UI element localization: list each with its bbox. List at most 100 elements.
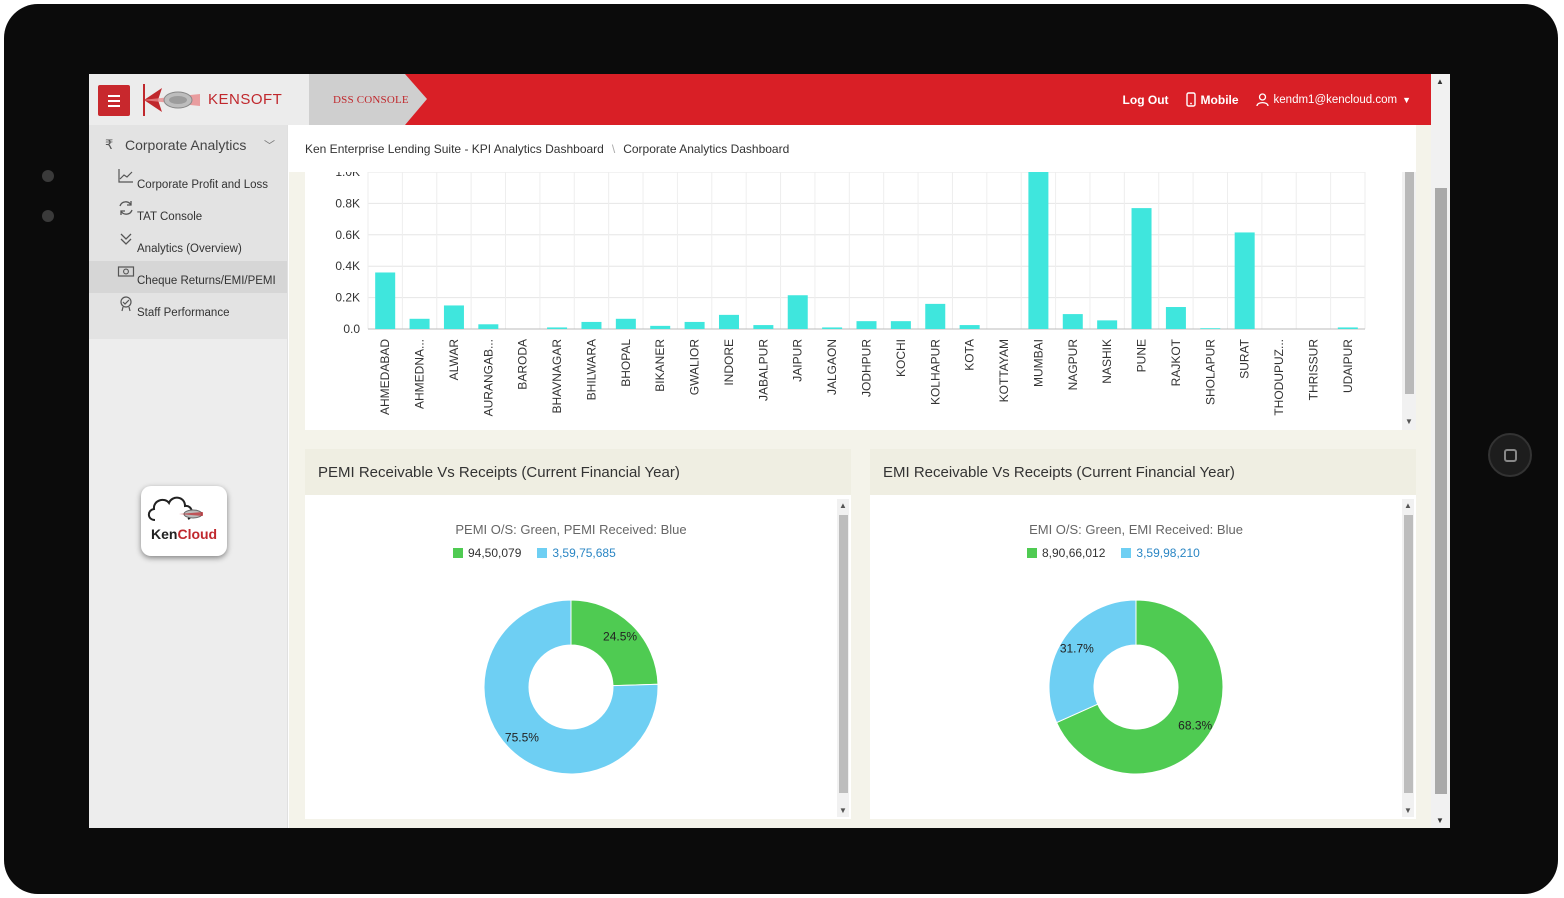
sidebar: ₹ Corporate Analytics ﹀ Corporate Profit… [89,125,288,828]
bar[interactable] [890,321,911,329]
bar[interactable] [1097,320,1118,329]
bar[interactable] [1165,307,1186,329]
emi-scrollbar[interactable]: ▲ ▼ [1402,499,1414,817]
sidebar-item-label: Corporate Profit and Loss [137,179,269,191]
scrollbar-thumb[interactable] [1435,188,1447,794]
pemi-scrollbar[interactable]: ▲ ▼ [837,499,849,817]
x-tick-label: BARODA [516,339,530,390]
console-label[interactable]: DSS CONSOLE [333,94,409,106]
scroll-up-arrow-icon[interactable]: ▲ [839,501,847,510]
scroll-down-arrow-icon[interactable]: ▼ [839,806,847,815]
bar[interactable] [684,321,705,329]
x-tick-label: UDAIPUR [1341,339,1355,393]
kensoft-logo [142,84,200,116]
user-email[interactable]: kendm1@kencloud.com [1273,93,1398,106]
chevron-down-icon: ﹀ [264,140,275,152]
bar[interactable] [409,318,430,329]
hamburger-menu-button[interactable] [98,85,130,116]
square-icon [1503,448,1517,462]
sidebar-item-label: TAT Console [137,211,203,223]
bar[interactable] [822,327,843,329]
x-tick-label: AURANGAB... [481,339,495,416]
sidebar-item-tat-console[interactable]: TAT Console [89,197,287,229]
bar[interactable] [547,327,568,329]
sidebar-item-cheque-returns[interactable]: Cheque Returns/EMI/PEMI [89,261,287,293]
bar[interactable] [478,324,499,329]
sidebar-item-staff-performance[interactable]: Staff Performance [89,293,287,325]
mobile-link[interactable]: Mobile [1185,92,1239,107]
x-tick-label: BHAVNAGAR [550,339,564,414]
sidebar-item-analytics-overview[interactable]: Analytics (Overview) [89,229,287,261]
bar[interactable] [753,325,774,329]
bar[interactable] [375,272,396,329]
legend-item[interactable]: 3,59,98,210 [1121,546,1200,560]
x-tick-label: PUNE [1135,339,1149,372]
app-screen: KENSOFT DSS CONSOLE Log Out Mobile kendm… [89,74,1450,828]
x-tick-label: KOLHAPUR [928,339,942,405]
page-scrollbar[interactable]: ▲ ▼ [1431,74,1450,828]
bar[interactable] [615,318,636,329]
bar[interactable] [925,303,946,329]
legend-item[interactable]: 3,59,75,685 [537,546,616,560]
branch-bar-chart: 0.00.2K0.4K0.6K0.8K1.0K1.2KAHMEDABADAHME… [335,172,1366,416]
home-button[interactable] [1488,433,1532,477]
mobile-label[interactable]: Mobile [1200,92,1239,107]
breadcrumb-root[interactable]: Ken Enterprise Lending Suite - KPI Analy… [305,141,604,156]
logout-label[interactable]: Log Out [1122,92,1169,107]
pemi-legend: 94,50,079 3,59,75,685 [453,546,616,560]
scroll-down-arrow-icon[interactable]: ▼ [1404,806,1412,815]
bar[interactable] [787,295,808,329]
chart-scrollbar[interactable]: ▼ [1402,172,1416,430]
sidebar-section-corporate-analytics[interactable]: ₹ Corporate Analytics ﹀ [89,125,287,165]
scrollbar-thumb[interactable] [1404,515,1413,793]
x-tick-label: KOCHI [894,339,908,377]
scroll-down-arrow-icon[interactable]: ▼ [1405,417,1413,426]
sidebar-item-label: Staff Performance [137,307,230,319]
line-chart-icon [118,169,133,183]
bar[interactable] [1131,208,1152,329]
scroll-up-arrow-icon[interactable]: ▲ [1404,501,1412,510]
main-content: Ken Enterprise Lending Suite - KPI Analy… [289,125,1431,828]
bar[interactable] [1234,232,1255,329]
bar[interactable] [1062,314,1083,329]
slice-label: 24.5% [603,629,637,643]
bar[interactable] [581,321,602,329]
bar[interactable] [650,325,671,329]
legend-os-value: 94,50,079 [468,546,522,560]
scrollbar-thumb[interactable] [1405,172,1414,394]
top-header: KENSOFT DSS CONSOLE Log Out Mobile kendm… [89,74,1431,125]
x-tick-label: THRISSUR [1306,339,1320,401]
legend-item[interactable]: 94,50,079 [453,546,521,560]
user-menu[interactable]: kendm1@kencloud.com ▼ [1255,92,1411,107]
sidebar-section-label: Corporate Analytics [125,137,247,153]
staff-icon [120,296,132,312]
bar[interactable] [959,325,980,329]
legend-item[interactable]: 8,90,66,012 [1027,546,1105,560]
donut-slice[interactable] [1048,599,1137,724]
emi-card: EMI Receivable Vs Receipts (Current Fina… [870,449,1416,819]
kencloud-text: KenCloud [151,526,218,542]
scrollbar-thumb[interactable] [839,515,848,793]
donut-slice[interactable] [483,599,659,775]
scroll-up-arrow-icon[interactable]: ▲ [1436,77,1444,86]
cloud-icon [147,496,203,521]
slice-label: 68.3% [1178,718,1212,732]
x-tick-label: JABALPUR [756,339,770,401]
bar[interactable] [1028,172,1049,329]
donut-slice[interactable] [1055,599,1224,775]
bar[interactable] [443,305,464,329]
bar[interactable] [856,321,877,329]
brand-name: KENSOFT [208,91,283,108]
bar[interactable] [1200,328,1221,329]
y-tick-label: 0.2K [335,291,360,305]
bar[interactable] [1337,327,1358,329]
donut-slice[interactable] [570,599,659,687]
y-tick-label: 0.4K [335,259,360,273]
breadcrumb-current: Corporate Analytics Dashboard [623,141,790,156]
x-tick-label: NASHIK [1100,339,1114,384]
sidebar-item-corporate-profit-loss[interactable]: Corporate Profit and Loss [89,165,287,197]
breadcrumb-separator: \ [611,141,616,156]
bar[interactable] [718,314,739,329]
logout-link[interactable]: Log Out [1123,93,1169,107]
scroll-down-arrow-icon[interactable]: ▼ [1436,816,1444,825]
